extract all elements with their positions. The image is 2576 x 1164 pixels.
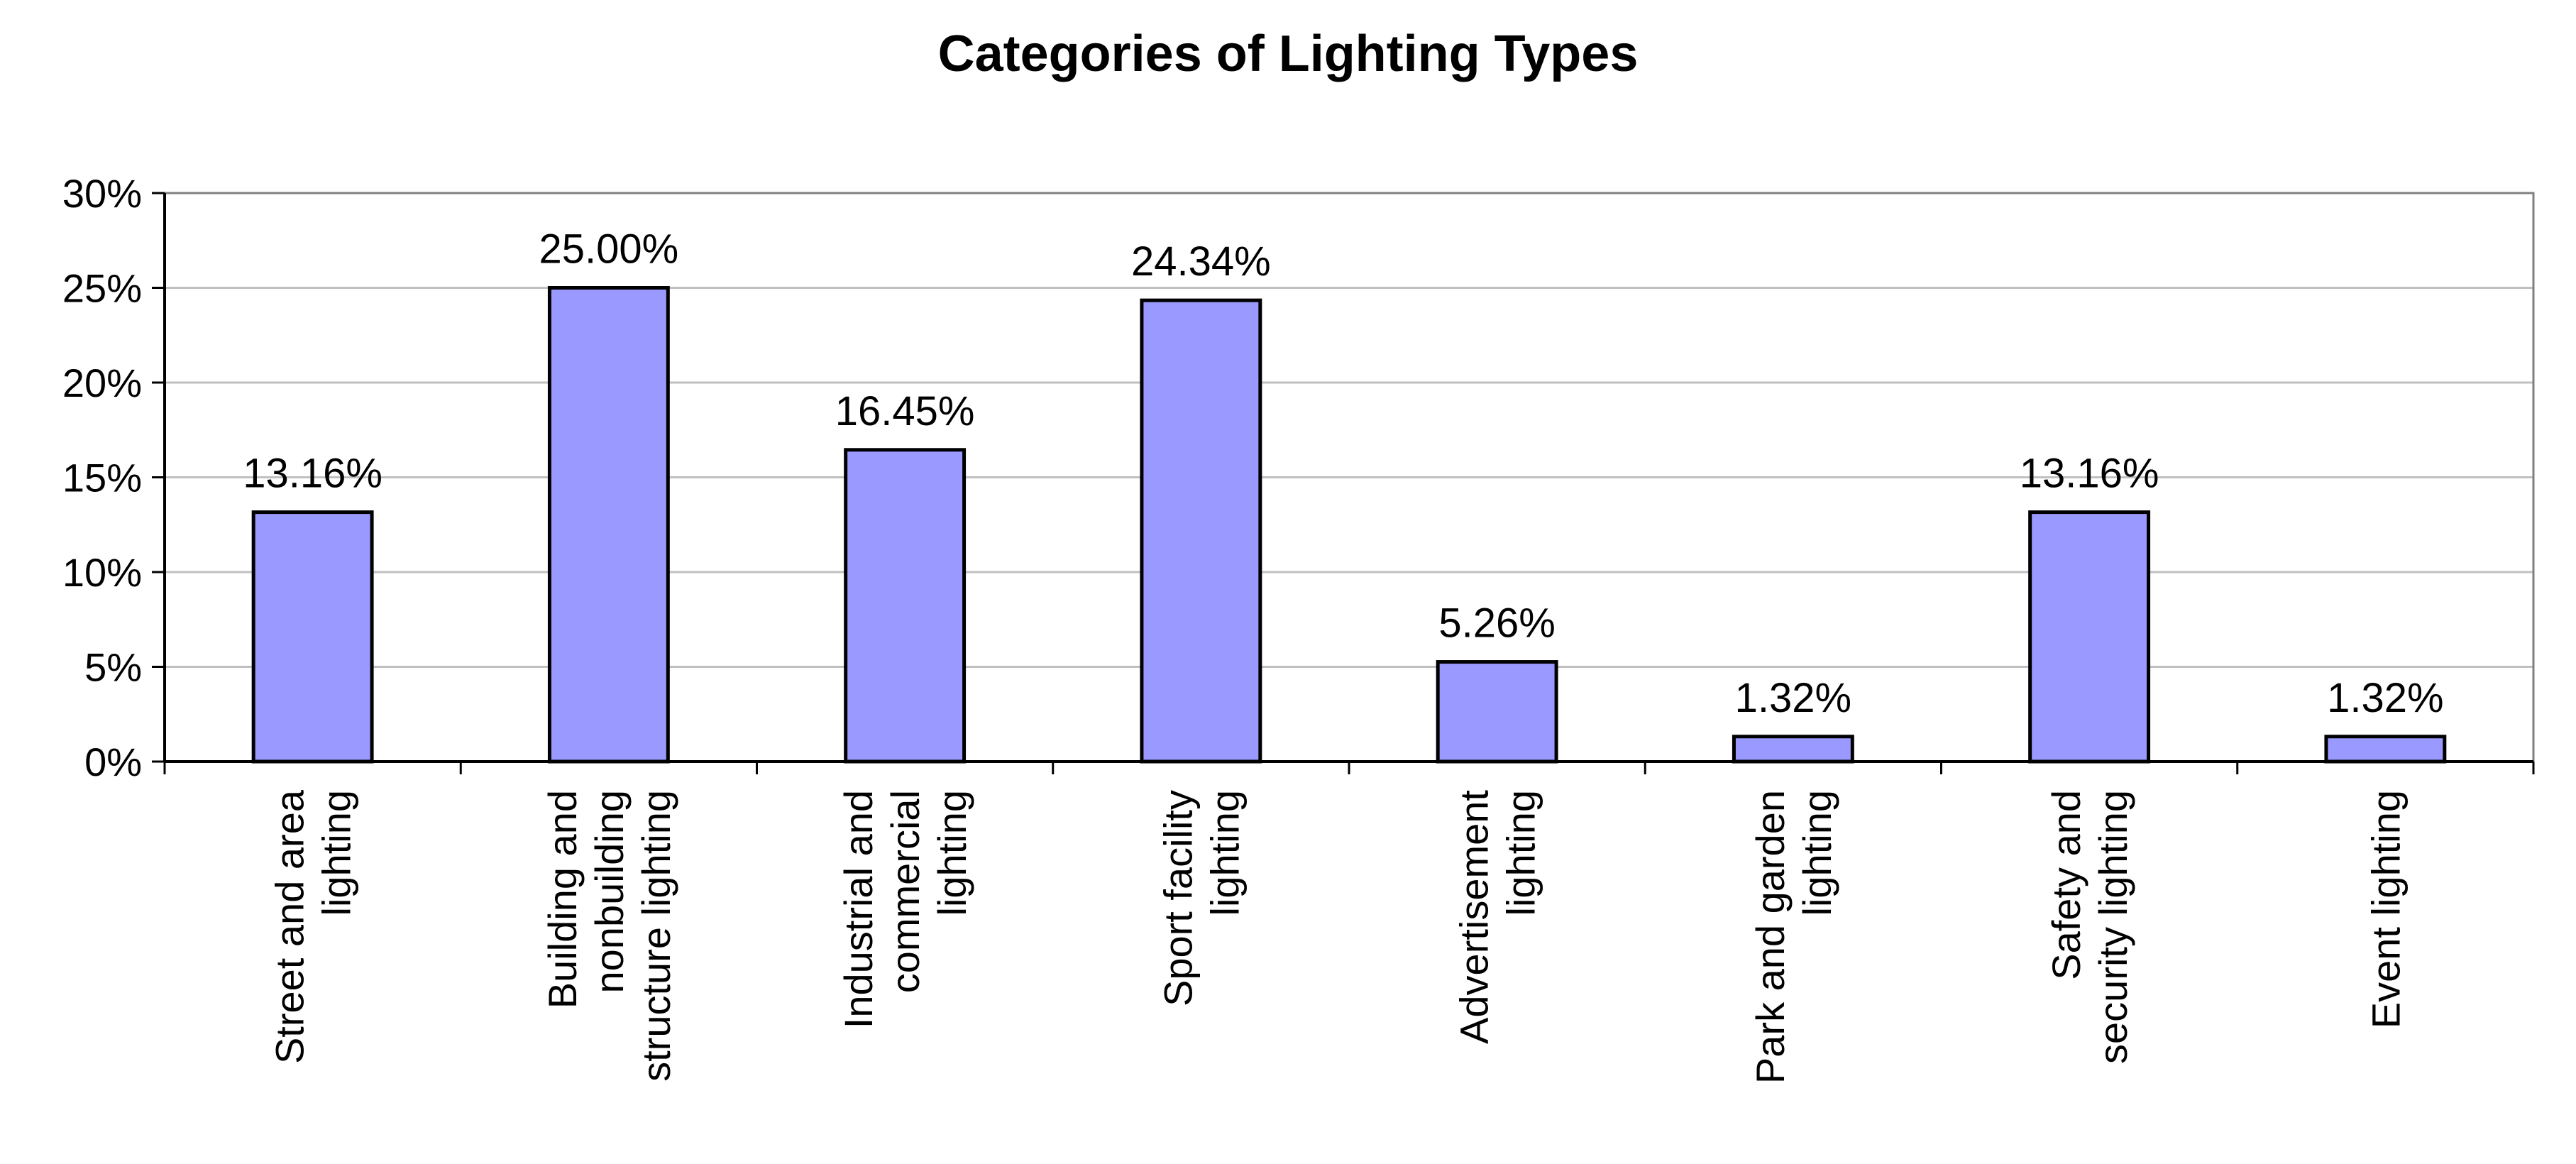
data-label: 1.32% — [1735, 675, 1851, 721]
x-axis-category-label: Advertisementlighting — [1452, 790, 1543, 1044]
bar — [547, 286, 670, 764]
bar — [2324, 735, 2447, 764]
x-axis-category-label: Safety andsecurity lighting — [2044, 790, 2135, 1064]
category-label-line: lighting — [1499, 790, 1543, 916]
category-label-line: Sport facility — [1155, 790, 1200, 1006]
category-label-line: Street and area — [268, 789, 312, 1064]
y-axis-tick-label: 30% — [62, 171, 142, 216]
data-label: 1.32% — [2327, 675, 2443, 721]
x-axis-category-label: Park and gardenlighting — [1748, 790, 1839, 1084]
grid-lines — [165, 192, 2533, 668]
data-label: 16.45% — [835, 388, 975, 434]
category-label-line: Industrial and — [836, 790, 881, 1028]
x-axis-category-labels: Street and arealighting Building andnonbu… — [268, 789, 2409, 1084]
data-labels: 13.16% 25.00% 16.45% 24.34% 5.26% 1.32% 13.16%… — [243, 226, 2443, 721]
y-axis-tick-label: 5% — [84, 645, 142, 690]
category-label-line: Advertisement — [1452, 790, 1497, 1044]
y-axis-tick-labels: 0% 5% 10% 15% 20% 25% 30% — [62, 171, 142, 784]
data-label: 5.26% — [1438, 600, 1555, 647]
category-label-line: lighting — [1202, 790, 1247, 916]
category-label-line: Safety and — [2044, 790, 2088, 980]
category-label-line: security lighting — [2091, 790, 2135, 1064]
category-label-line: commercial — [883, 790, 928, 993]
bar — [1732, 735, 1854, 764]
x-axis-category-label: Industrial andcommerciallighting — [836, 790, 974, 1028]
category-label-line: lighting — [1795, 790, 1839, 916]
category-label-line: structure lighting — [634, 790, 678, 1082]
y-axis-tick-label: 10% — [62, 550, 142, 595]
category-label-line: Park and garden — [1748, 790, 1793, 1084]
plot-border-line — [165, 192, 2535, 762]
chart-title: Categories of Lighting Types — [938, 26, 1639, 82]
category-label-line: nonbuilding — [587, 790, 632, 993]
data-label: 24.34% — [1131, 238, 1271, 285]
x-axis-category-label: Event lighting — [2363, 790, 2408, 1028]
bar — [844, 448, 967, 764]
bars — [251, 286, 2447, 764]
category-label-line: lighting — [314, 790, 359, 916]
axes — [152, 192, 2535, 774]
x-axis-category-label: Street and arealighting — [268, 789, 359, 1064]
x-axis-category-label: Sport facilitylighting — [1155, 790, 1247, 1006]
y-axis-tick-label: 0% — [84, 740, 142, 784]
y-axis-tick-label: 25% — [62, 266, 142, 311]
y-axis-tick-label: 20% — [62, 361, 142, 405]
category-label-line: Event lighting — [2363, 790, 2408, 1028]
category-label-line: lighting — [930, 790, 974, 916]
bar — [1140, 298, 1262, 764]
plot-border — [165, 192, 2535, 762]
data-label: 13.16% — [2020, 451, 2159, 497]
bar — [251, 510, 374, 764]
bar — [1436, 660, 1558, 764]
data-label: 25.00% — [539, 226, 679, 273]
y-axis-tick-label: 15% — [62, 456, 142, 500]
category-label-line: Building and — [540, 790, 585, 1009]
data-label: 13.16% — [243, 451, 382, 497]
x-axis-category-label: Building andnonbuildingstructure lightin… — [540, 790, 678, 1082]
bar — [2028, 510, 2151, 764]
